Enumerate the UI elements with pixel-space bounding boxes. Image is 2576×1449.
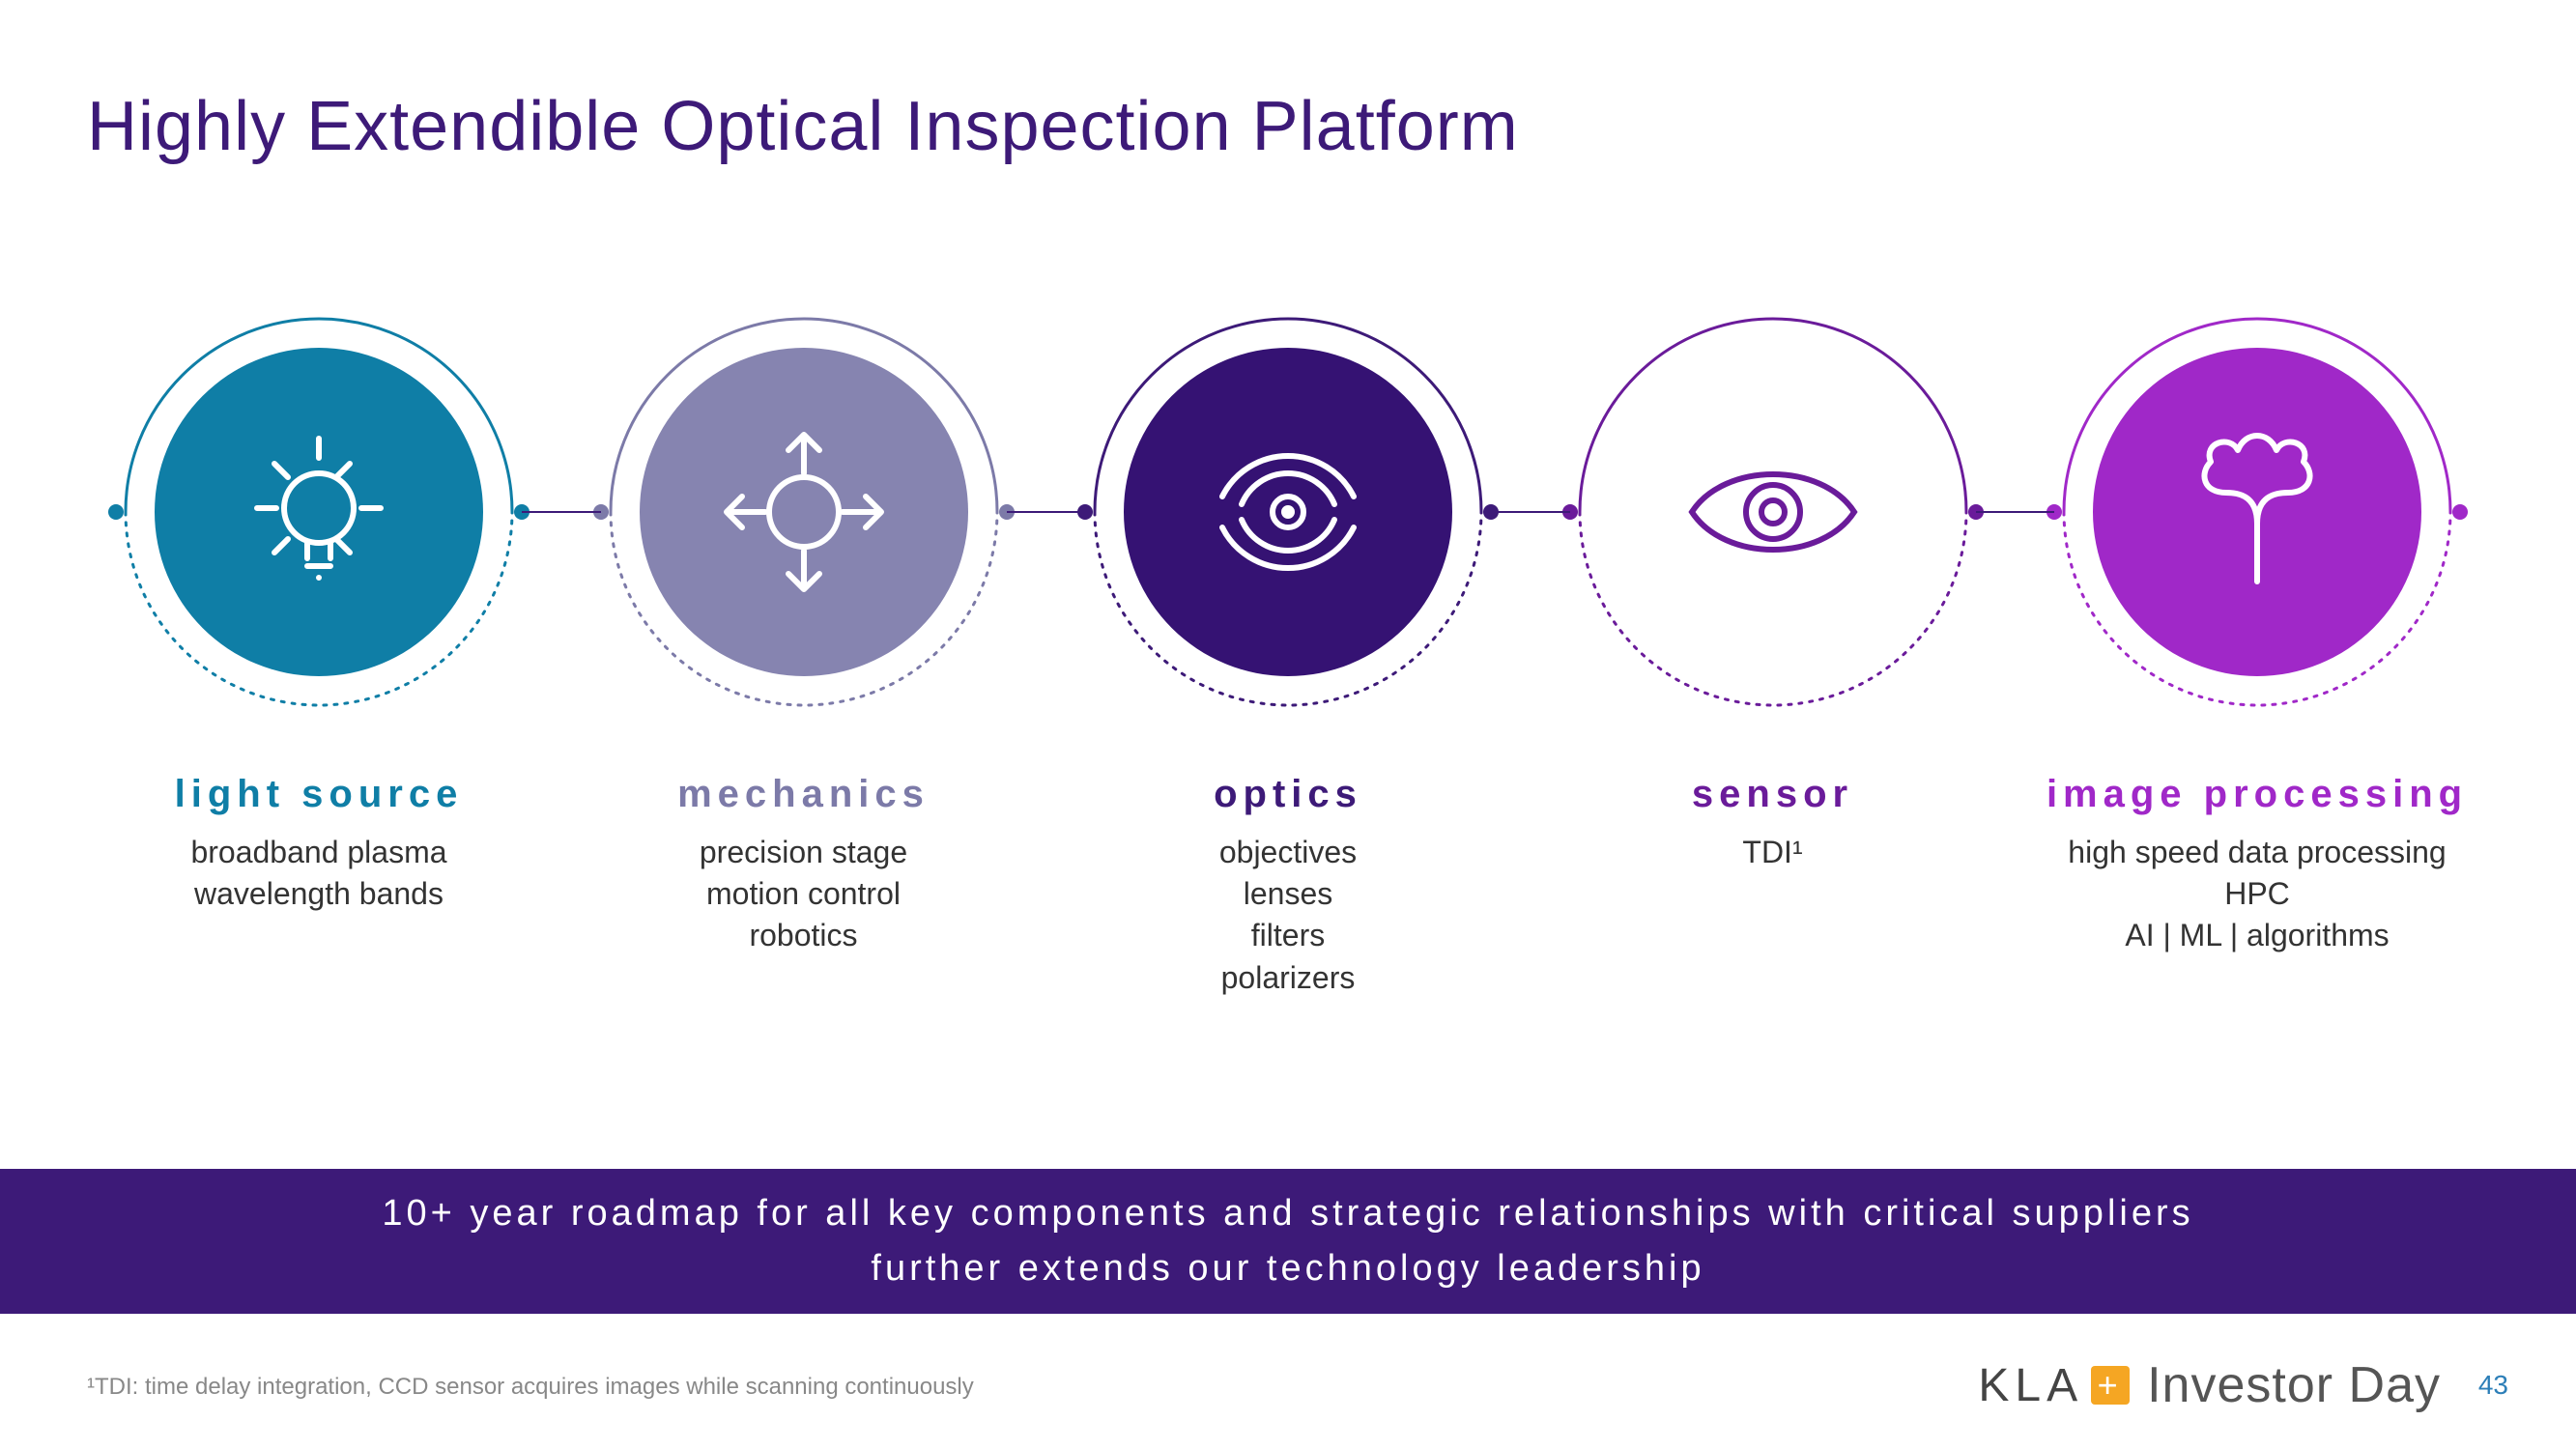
node-mechanics: mechanics precision stage motion control … (572, 309, 1036, 957)
node-description: precision stage motion control robotics (700, 832, 907, 957)
connector (1976, 511, 2055, 513)
node-description: broadband plasma wavelength bands (190, 832, 446, 915)
medallion-sensor (1570, 309, 1976, 715)
page-title: Highly Extendible Optical Inspection Pla… (87, 87, 1519, 166)
ring-dot-left (108, 504, 124, 520)
node-label: light source (175, 773, 464, 816)
connector (1491, 511, 1570, 513)
connector (522, 511, 601, 513)
lightbulb-icon (155, 348, 483, 676)
medallion-mechanics (601, 309, 1007, 715)
footer-brand: KLA + Investor Day (1978, 1356, 2441, 1414)
node-label: image processing (2046, 773, 2468, 816)
footnote: ¹TDI: time delay integration, CCD sensor… (87, 1374, 974, 1401)
banner-line-1: 10+ year roadmap for all key components … (382, 1186, 2193, 1241)
brain-icon (2093, 348, 2421, 676)
brand-suffix: Investor Day (2147, 1356, 2441, 1414)
node-sensor: sensor TDI¹ (1541, 309, 2005, 873)
plus-icon: + (2091, 1366, 2130, 1405)
ring-dot-right (2452, 504, 2468, 520)
move-arrows-icon (640, 348, 968, 676)
node-label: sensor (1692, 773, 1853, 816)
slide-page: Highly Extendible Optical Inspection Pla… (0, 0, 2576, 1449)
banner-line-2: further extends our technology leadershi… (871, 1241, 1704, 1296)
eye-icon (1609, 348, 1937, 676)
medallion-light-source (116, 309, 522, 715)
node-image-processing: image processing high speed data processi… (2025, 309, 2489, 957)
connector (1007, 511, 1086, 513)
node-description: TDI¹ (1742, 832, 1802, 873)
kla-logo: KLA + (1978, 1359, 2130, 1412)
node-description: high speed data processing HPC AI | ML |… (2068, 832, 2446, 957)
node-description: objectives lenses filters polarizers (1219, 832, 1357, 999)
medallion-image-processing (2054, 309, 2460, 715)
concentric-icon (1124, 348, 1452, 676)
kla-logo-text: KLA (1978, 1359, 2083, 1412)
node-light-source: light source broadband plasma wavelength … (87, 309, 551, 915)
nodes-row: light source broadband plasma wavelength … (87, 309, 2489, 999)
node-optics: optics objectives lenses filters polarize… (1056, 309, 1520, 999)
node-label: optics (1214, 773, 1362, 816)
node-label: mechanics (677, 773, 930, 816)
banner: 10+ year roadmap for all key components … (0, 1169, 2576, 1314)
page-number: 43 (2478, 1370, 2508, 1401)
medallion-optics (1085, 309, 1491, 715)
